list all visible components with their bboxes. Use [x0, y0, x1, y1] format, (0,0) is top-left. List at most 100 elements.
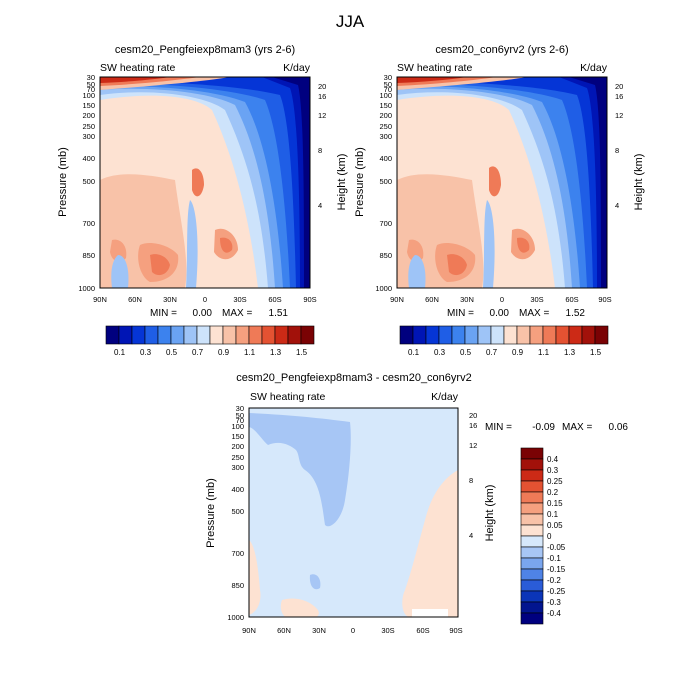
colorbar-box	[594, 325, 609, 345]
pressure-tick-label: 1000	[227, 613, 244, 622]
max-value: 0.06	[609, 422, 629, 433]
pressure-tick-label: 300	[231, 463, 244, 472]
max-label: MAX =	[222, 308, 252, 319]
colorbar-label: 1.5	[590, 348, 602, 357]
x-tick-labels: 90N 60N 30N 0 30S 60S 90S	[390, 295, 612, 304]
colorbar-box	[438, 325, 453, 345]
min-max-readout: MIN = 0.00 MAX = 1.51	[150, 308, 288, 319]
colorbar-box	[520, 579, 544, 592]
x-tick-label: 60N	[277, 626, 291, 635]
colorbar-box	[520, 535, 544, 548]
x-tick-label: 0	[500, 295, 504, 304]
colorbar-box	[222, 325, 237, 345]
x-tick-label: 30N	[312, 626, 326, 635]
height-tick-label: 16	[615, 92, 623, 101]
colorbar-box	[274, 325, 289, 345]
x-tick-label: 90N	[93, 295, 107, 304]
pressure-tick-label: 400	[82, 154, 95, 163]
colorbar-box	[516, 325, 531, 345]
colorbar-box	[581, 325, 596, 345]
colorbar-box	[542, 325, 557, 345]
height-tick-label: 12	[615, 111, 623, 120]
height-tick-label: 12	[318, 111, 326, 120]
pressure-tick-label: 850	[82, 251, 95, 260]
pressure-tick-label: 100	[379, 91, 392, 100]
pressure-tick-label: 200	[82, 111, 95, 120]
pressure-tick-label: 500	[231, 507, 244, 516]
positive-region	[402, 470, 458, 617]
colorbar-label: 1.1	[244, 348, 256, 357]
colorbar-box	[520, 447, 544, 460]
pressure-tick-label: 250	[379, 122, 392, 131]
pressure-tick-label: 150	[379, 101, 392, 110]
x-tick-label: 60S	[565, 295, 578, 304]
colorbar-box	[248, 325, 263, 345]
pressure-tick-label: 300	[379, 132, 392, 141]
pressure-tick-label: 400	[379, 154, 392, 163]
pressure-tick-label: 70	[384, 85, 392, 94]
colorbar-box	[490, 325, 505, 345]
colorbar-label: 0	[547, 532, 552, 541]
height-tick-label: 20	[318, 82, 326, 91]
colorbar-label: 0.05	[547, 521, 563, 530]
panel-2: cesm20_con6yrv2 (yrs 2-6) SW heating rat…	[354, 44, 645, 357]
colorbar-label: 0.1	[114, 348, 126, 357]
pressure-tick-label: 70	[236, 416, 244, 425]
colorbar-label: 0.1	[547, 510, 559, 519]
colorbar-box	[399, 325, 414, 345]
contour-field	[249, 408, 458, 617]
colorbar-box	[520, 546, 544, 559]
height-tick-labels: 20 16 12 8 4	[615, 82, 623, 210]
colorbar-label: 0.9	[512, 348, 524, 357]
pressure-tick-labels: 30 50 70 100 150 200 250 300 400 500 700…	[78, 73, 95, 293]
units-label: K/day	[431, 391, 459, 403]
colorbar-label: 0.3	[140, 348, 152, 357]
colorbar-label: -0.1	[547, 554, 561, 563]
colorbar-label: -0.15	[547, 565, 566, 574]
colorbar-label: 0.1	[408, 348, 420, 357]
colorbar-box	[105, 325, 120, 345]
colorbar-box	[520, 557, 544, 570]
min-value: -0.09	[532, 422, 555, 433]
colorbar-box	[520, 480, 544, 493]
colorbar-label: 0.15	[547, 499, 563, 508]
variable-label: SW heating rate	[100, 62, 175, 74]
pressure-tick-label: 30	[87, 73, 95, 82]
pressure-tick-label: 150	[82, 101, 95, 110]
panel-1: cesm20_Pengfeiexp8mam3 (yrs 2-6) SW heat…	[57, 44, 348, 357]
panel-title: cesm20_Pengfeiexp8mam3 - cesm20_con6yrv2	[236, 372, 471, 384]
x-tick-label: 30S	[233, 295, 246, 304]
pressure-tick-label: 850	[379, 251, 392, 260]
x-tick-label: 90S	[449, 626, 462, 635]
colorbar-box	[170, 325, 185, 345]
colorbar-box	[529, 325, 544, 345]
colorbar-box	[196, 325, 211, 345]
colorbar-box	[520, 568, 544, 581]
pressure-tick-label: 30	[236, 404, 244, 413]
plot-frame	[396, 76, 608, 289]
colorbar-box	[520, 502, 544, 515]
pressure-tick-label: 50	[384, 80, 392, 89]
x-tick-label: 0	[203, 295, 207, 304]
height-tick-label: 16	[318, 92, 326, 101]
y-axis-label-right: Height (km)	[336, 154, 348, 211]
height-tick-label: 8	[469, 476, 473, 485]
plot-frame	[99, 76, 311, 289]
colorbar-label: 0.3	[434, 348, 446, 357]
min-value: 0.00	[490, 308, 510, 319]
colorbar-box	[118, 325, 133, 345]
colorbar-box	[520, 513, 544, 526]
colorbar	[520, 447, 544, 625]
pressure-tick-label: 50	[87, 80, 95, 89]
height-tick-label: 12	[469, 441, 477, 450]
colorbar-box	[300, 325, 315, 345]
colorbar-label: -0.3	[547, 598, 561, 607]
pressure-tick-label: 100	[82, 91, 95, 100]
min-label: MIN =	[447, 308, 474, 319]
colorbar-box	[183, 325, 198, 345]
colorbar-label: -0.2	[547, 576, 561, 585]
pressure-tick-label: 700	[231, 549, 244, 558]
colorbar-label: 0.25	[547, 477, 563, 486]
pressure-tick-label: 1000	[375, 284, 392, 293]
